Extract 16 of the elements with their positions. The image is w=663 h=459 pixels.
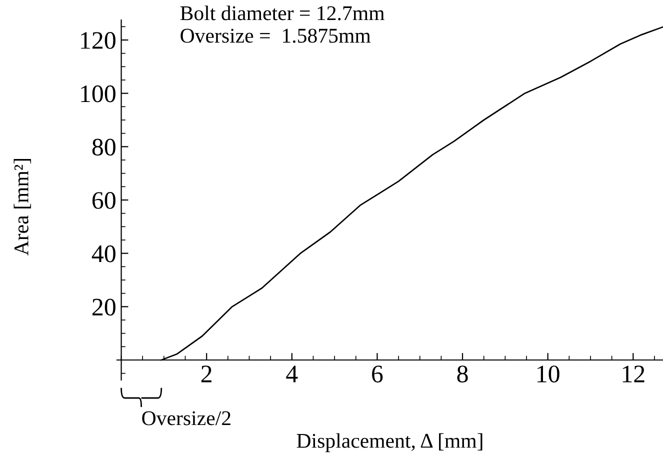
x-tick-label: 4	[286, 366, 298, 382]
x-tick-label: 6	[372, 366, 383, 382]
x-tick-label: 8	[457, 366, 468, 382]
y-tick-label: 80	[92, 138, 116, 156]
y-axis-title: Area [mm²]	[14, 158, 31, 256]
text: Oversize/2	[142, 411, 230, 426]
x-axis-title: Displacement, Δ [mm]	[296, 433, 482, 452]
x-tick-label: 12	[622, 366, 644, 382]
y-tick-label: 120	[81, 32, 116, 49]
y-tick-label: 60	[92, 192, 116, 209]
y-tick-label: 40	[92, 245, 116, 262]
y-tick-label: 100	[81, 85, 116, 102]
x-tick-label: 2	[201, 366, 212, 382]
y-tick-label: 20	[92, 298, 116, 316]
annotation: Bolt diameter = 12.7mm Oversize = 1.5875mm	[180, 6, 384, 43]
x-tick-label: 10	[538, 366, 560, 382]
